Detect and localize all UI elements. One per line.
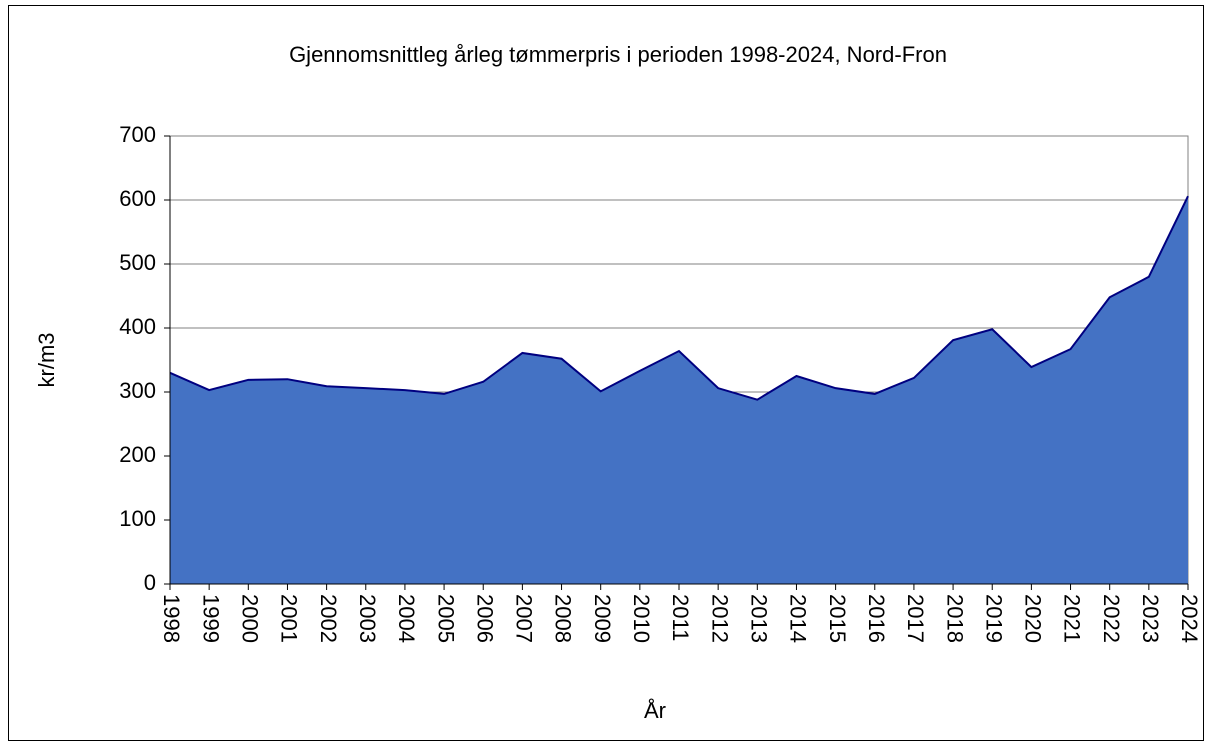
x-tick-label: 2000: [237, 594, 262, 643]
y-tick-label: 200: [119, 442, 156, 467]
x-tick-label: 2018: [942, 594, 967, 643]
x-tick-label: 2010: [629, 594, 654, 643]
area-line: [169, 195, 1189, 401]
x-tick-label: 2013: [746, 594, 771, 643]
x-tick-label: 2020: [1021, 594, 1046, 643]
x-tick-label: 2021: [1060, 594, 1085, 643]
x-tick-label: 2012: [707, 594, 732, 643]
x-tick-label: 2006: [472, 594, 497, 643]
x-tick-label: 2011: [668, 594, 693, 641]
x-tick-label: 2007: [512, 594, 537, 643]
y-tick-label: 300: [119, 378, 156, 403]
chart-title: Gjennomsnittleg årleg tømmerpris i perio…: [289, 42, 947, 67]
x-tick-label: 2019: [981, 594, 1006, 643]
y-tick-label: 700: [119, 122, 156, 147]
x-tick-label: 2015: [825, 594, 850, 643]
x-tick-label: 2017: [903, 594, 928, 643]
x-tick-label: 2023: [1138, 594, 1163, 643]
x-tick-label: 2008: [551, 594, 576, 643]
x-tick-label: 2022: [1099, 594, 1124, 643]
x-tick-label: 2001: [277, 594, 302, 643]
x-tick-label: 2016: [864, 594, 889, 643]
area: [170, 196, 1188, 584]
y-tick-label: 100: [119, 506, 156, 531]
y-tick-label: 400: [119, 314, 156, 339]
x-axis-label: År: [644, 698, 666, 723]
y-axis-label: kr/m3: [34, 333, 59, 388]
x-tick-label: 2002: [316, 594, 341, 643]
y-tick-label: 0: [144, 570, 156, 595]
x-tick-label: 2024: [1177, 594, 1202, 643]
x-tick-label: 2005: [433, 594, 458, 643]
y-tick-label: 600: [119, 186, 156, 211]
x-tick-label: 1998: [159, 594, 184, 643]
y-tick-label: 500: [119, 250, 156, 275]
x-tick-label: 2009: [590, 594, 615, 643]
x-tick-label: 1999: [198, 594, 223, 643]
x-tick-label: 2014: [786, 594, 811, 643]
x-tick-label: 2003: [355, 594, 380, 643]
x-tick-label: 2004: [394, 594, 419, 643]
